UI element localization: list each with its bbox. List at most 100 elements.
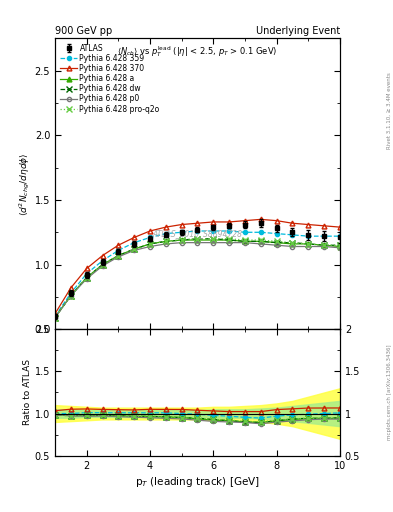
Pythia 6.428 370 [84,265,89,271]
Pythia 6.428 dw [242,238,247,244]
Pythia 6.428 p0 [290,243,295,249]
Pythia 6.428 a [227,237,231,243]
Pythia 6.428 370 [211,219,216,225]
Pythia 6.428 a [338,243,342,249]
Pythia 6.428 p0 [132,247,136,253]
Pythia 6.428 370 [242,218,247,224]
Pythia 6.428 pro-q2o [290,240,295,246]
Pythia 6.428 359 [338,233,342,239]
Pythia 6.428 p0 [163,241,168,247]
Pythia 6.428 359 [242,229,247,236]
Pythia 6.428 370 [259,216,263,222]
Pythia 6.428 p0 [306,243,310,249]
Pythia 6.428 359 [179,229,184,236]
Pythia 6.428 359 [163,230,168,237]
Pythia 6.428 359 [306,233,310,239]
Pythia 6.428 359 [322,233,327,239]
Text: $\langle N_{ch}\rangle$ vs $p_T^{\rm lead}$ ($|\eta|$ < 2.5, $p_T$ > 0.1 GeV): $\langle N_{ch}\rangle$ vs $p_T^{\rm lea… [117,44,278,59]
Pythia 6.428 359 [259,229,263,236]
Pythia 6.428 p0 [242,240,247,246]
Pythia 6.428 p0 [211,240,216,246]
Pythia 6.428 370 [148,228,152,234]
Pythia 6.428 dw [290,240,295,246]
Pythia 6.428 p0 [84,276,89,282]
Pythia 6.428 p0 [179,240,184,246]
Line: Pythia 6.428 pro-q2o: Pythia 6.428 pro-q2o [52,236,343,321]
Pythia 6.428 pro-q2o [100,262,105,268]
Pythia 6.428 pro-q2o [195,236,200,242]
Pythia 6.428 dw [53,314,57,321]
Pythia 6.428 a [68,292,73,298]
Pythia 6.428 p0 [68,292,73,298]
Pythia 6.428 pro-q2o [211,236,216,242]
Line: Pythia 6.428 359: Pythia 6.428 359 [53,229,342,318]
Pythia 6.428 dw [132,246,136,252]
Pythia 6.428 a [100,262,105,268]
Pythia 6.428 pro-q2o [148,241,152,247]
Pythia 6.428 pro-q2o [242,237,247,243]
Pythia 6.428 a [132,246,136,252]
Pythia 6.428 a [322,242,327,248]
Pythia 6.428 a [290,241,295,247]
Pythia 6.428 a [148,241,152,247]
Pythia 6.428 pro-q2o [227,236,231,242]
Pythia 6.428 370 [322,223,327,229]
Text: Rivet 3.1.10, ≥ 3.4M events: Rivet 3.1.10, ≥ 3.4M events [387,73,392,150]
Pythia 6.428 dw [322,242,327,248]
Text: mcplots.cern.ch [arXiv:1306.3436]: mcplots.cern.ch [arXiv:1306.3436] [387,345,392,440]
Pythia 6.428 dw [195,236,200,242]
Pythia 6.428 pro-q2o [84,274,89,281]
Pythia 6.428 dw [100,262,105,268]
Pythia 6.428 370 [195,220,200,226]
Pythia 6.428 p0 [148,243,152,249]
Pythia 6.428 370 [274,218,279,224]
Pythia 6.428 359 [116,247,121,253]
Pythia 6.428 359 [100,258,105,264]
Pythia 6.428 359 [274,230,279,237]
Text: ATLAS_2010_S8894728: ATLAS_2010_S8894728 [152,229,242,238]
Pythia 6.428 dw [84,274,89,281]
Pythia 6.428 359 [195,228,200,234]
Line: Pythia 6.428 p0: Pythia 6.428 p0 [53,241,342,319]
Pythia 6.428 370 [338,224,342,230]
Pythia 6.428 370 [227,219,231,225]
Pythia 6.428 a [179,237,184,243]
Pythia 6.428 a [211,237,216,243]
Pythia 6.428 p0 [53,314,57,321]
Pythia 6.428 p0 [274,242,279,248]
Pythia 6.428 dw [179,237,184,243]
Pythia 6.428 370 [116,242,121,248]
Y-axis label: $\langle d^2 N_{chg}/d\eta d\phi\rangle$: $\langle d^2 N_{chg}/d\eta d\phi\rangle$ [17,152,32,216]
Line: Pythia 6.428 a: Pythia 6.428 a [53,238,342,320]
Y-axis label: Ratio to ATLAS: Ratio to ATLAS [23,359,32,425]
Pythia 6.428 a [84,274,89,281]
Pythia 6.428 370 [179,222,184,228]
Pythia 6.428 dw [211,236,216,242]
Pythia 6.428 pro-q2o [306,241,310,247]
Pythia 6.428 359 [132,240,136,246]
Pythia 6.428 359 [227,228,231,234]
Pythia 6.428 pro-q2o [322,242,327,248]
Pythia 6.428 p0 [259,241,263,247]
Pythia 6.428 359 [53,313,57,319]
Pythia 6.428 pro-q2o [116,252,121,259]
Pythia 6.428 dw [148,241,152,247]
Pythia 6.428 p0 [195,240,200,246]
Pythia 6.428 a [195,237,200,243]
Pythia 6.428 dw [306,241,310,247]
Line: Pythia 6.428 dw: Pythia 6.428 dw [52,236,343,321]
Pythia 6.428 a [163,238,168,244]
Pythia 6.428 dw [259,238,263,244]
Text: Underlying Event: Underlying Event [256,26,340,36]
Pythia 6.428 359 [68,290,73,296]
Pythia 6.428 pro-q2o [132,246,136,252]
Pythia 6.428 p0 [338,245,342,251]
Pythia 6.428 pro-q2o [68,292,73,298]
Pythia 6.428 pro-q2o [179,237,184,243]
Pythia 6.428 dw [163,238,168,244]
Pythia 6.428 pro-q2o [274,238,279,244]
Pythia 6.428 370 [163,224,168,230]
Pythia 6.428 p0 [322,243,327,249]
Pythia 6.428 dw [274,240,279,246]
Pythia 6.428 359 [211,228,216,234]
